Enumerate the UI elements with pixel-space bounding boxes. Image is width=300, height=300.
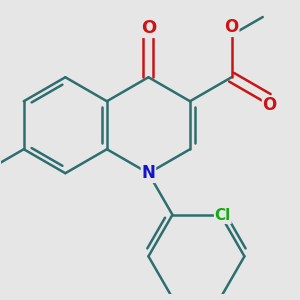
Text: O: O <box>224 18 239 36</box>
Text: Cl: Cl <box>214 208 231 223</box>
Text: N: N <box>142 164 155 182</box>
Text: O: O <box>262 96 277 114</box>
Text: O: O <box>141 19 156 37</box>
